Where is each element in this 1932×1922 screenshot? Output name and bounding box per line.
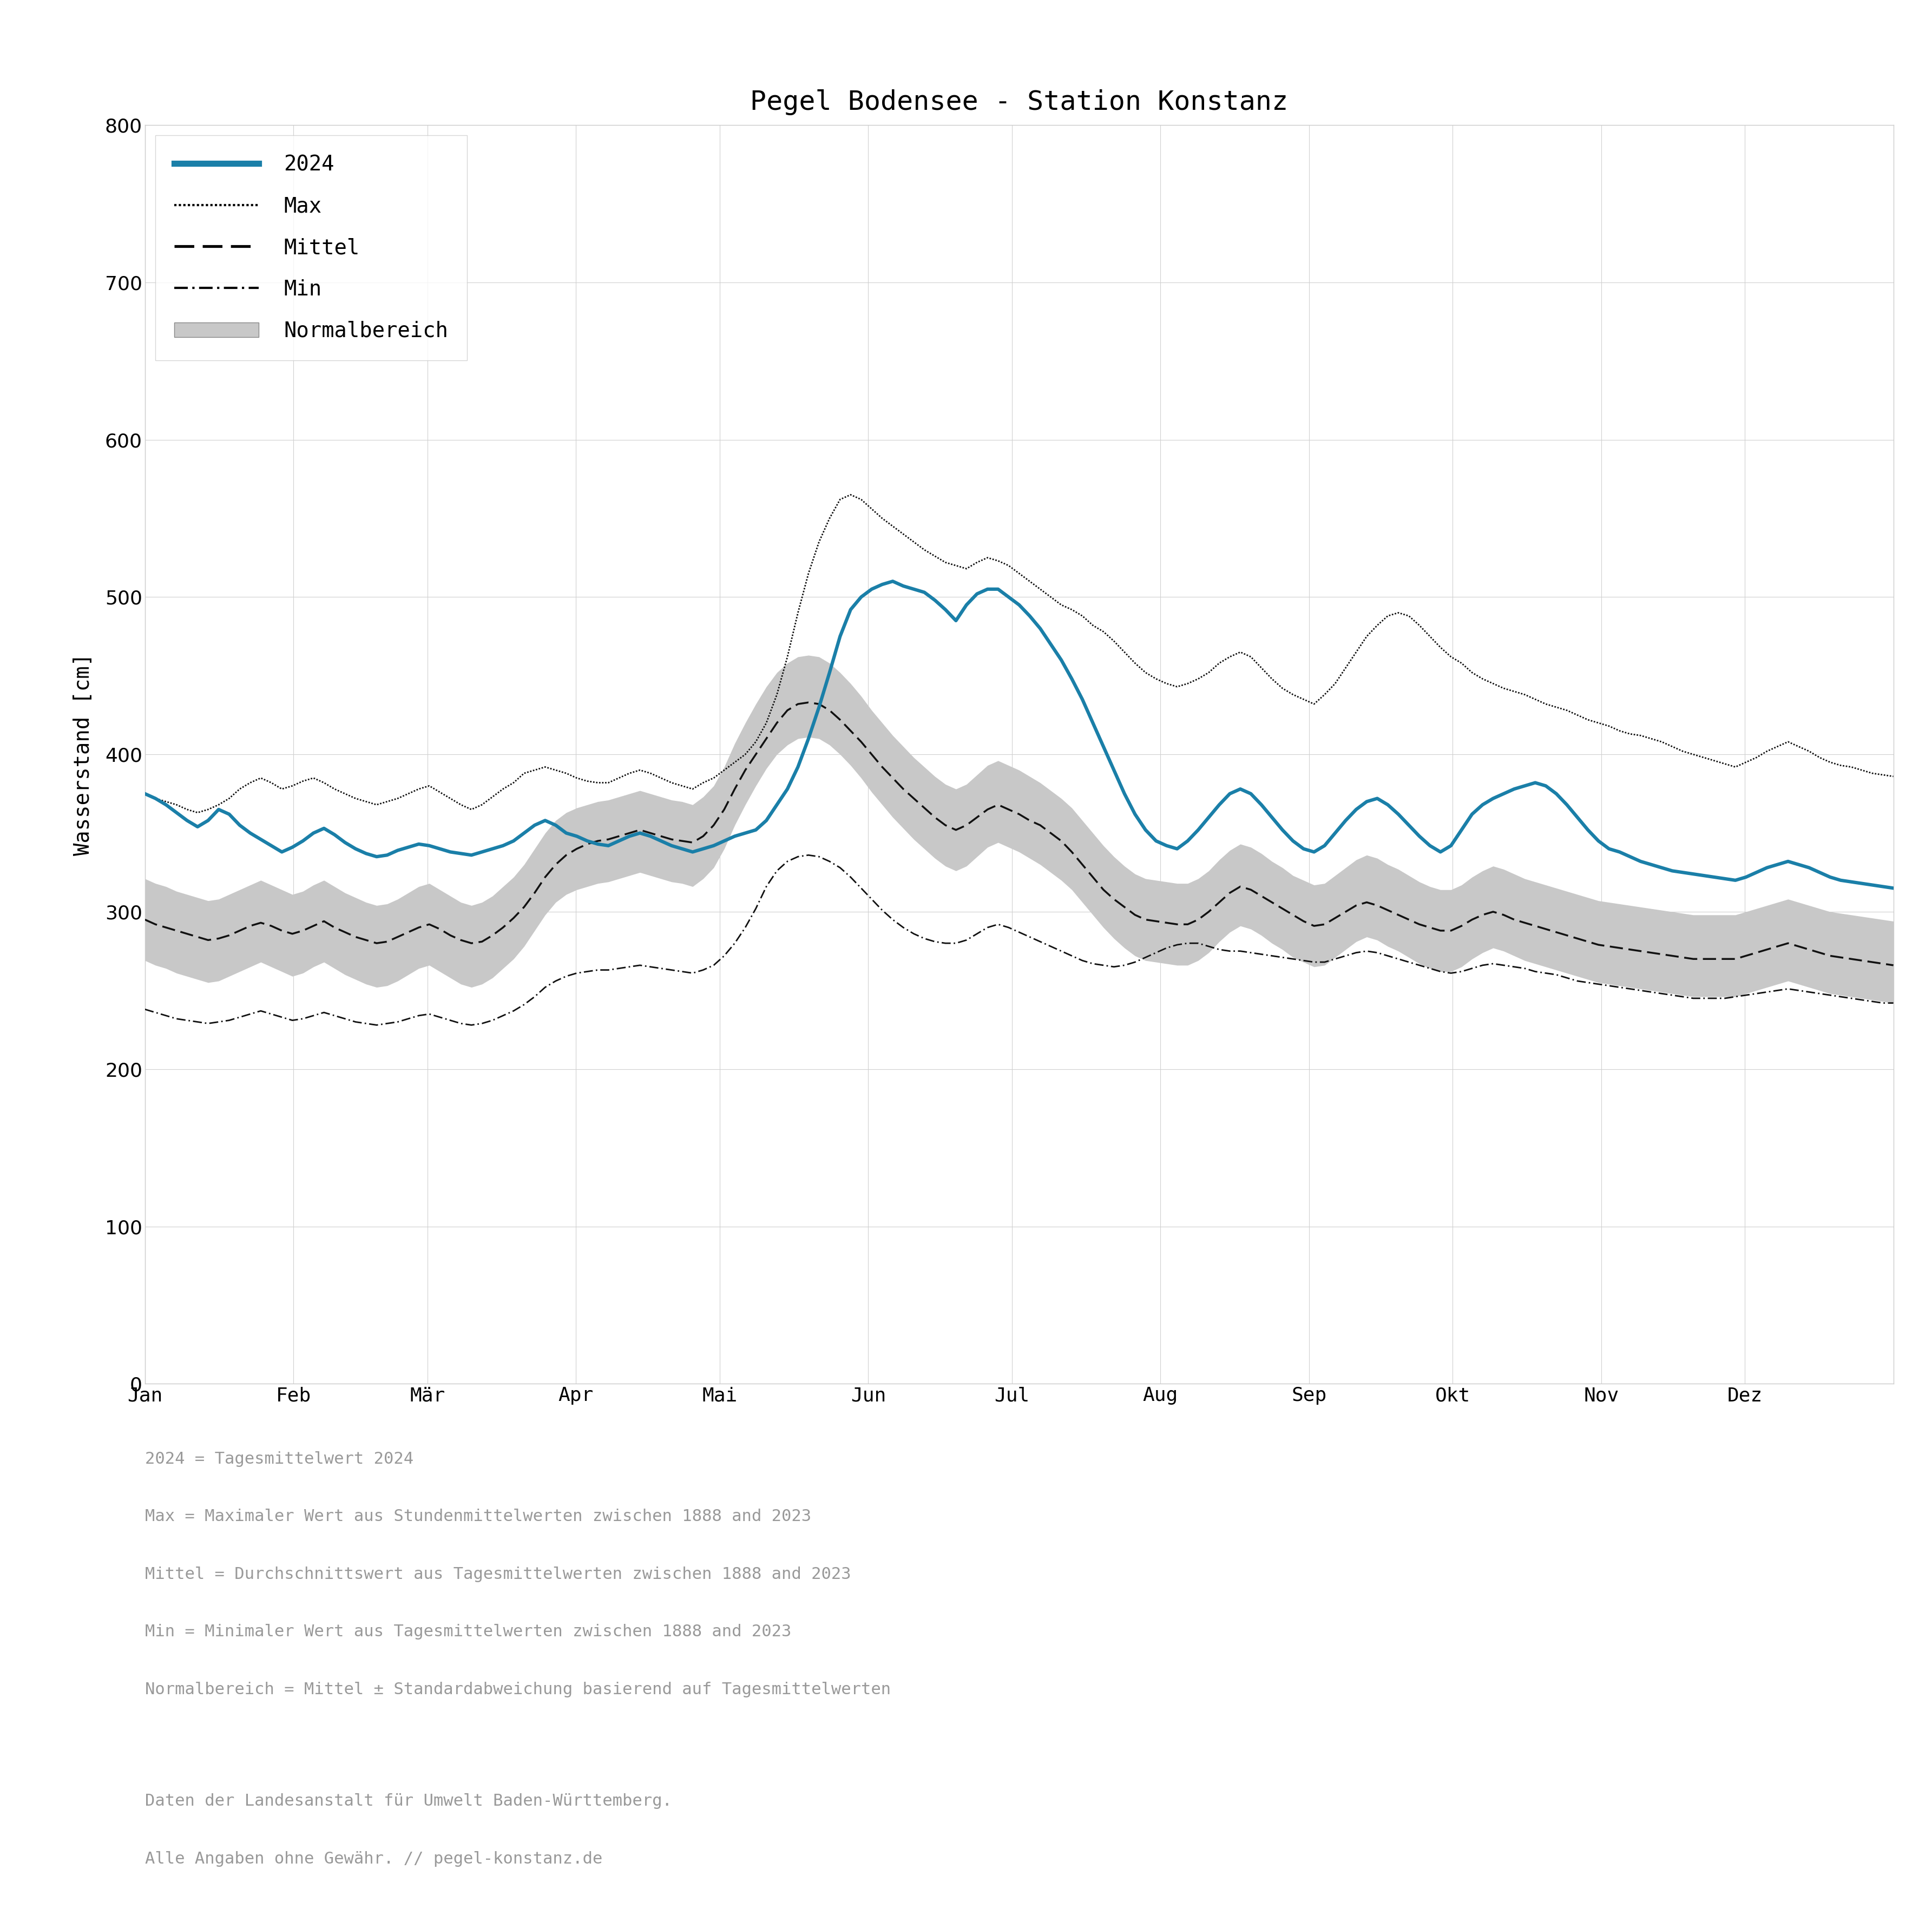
Title: Pegel Bodensee - Station Konstanz: Pegel Bodensee - Station Konstanz bbox=[750, 88, 1289, 115]
Text: 2024 = Tagesmittelwert 2024: 2024 = Tagesmittelwert 2024 bbox=[145, 1451, 413, 1466]
Text: Min = Minimaler Wert aus Tagesmittelwerten zwischen 1888 and 2023: Min = Minimaler Wert aus Tagesmittelwert… bbox=[145, 1624, 792, 1639]
Text: Max = Maximaler Wert aus Stundenmittelwerten zwischen 1888 and 2023: Max = Maximaler Wert aus Stundenmittelwe… bbox=[145, 1509, 811, 1524]
Text: Daten der Landesanstalt für Umwelt Baden-Württemberg.: Daten der Landesanstalt für Umwelt Baden… bbox=[145, 1793, 672, 1809]
Text: Normalbereich = Mittel ± Standardabweichung basierend auf Tagesmittelwerten: Normalbereich = Mittel ± Standardabweich… bbox=[145, 1682, 891, 1697]
Text: Mittel = Durchschnittswert aus Tagesmittelwerten zwischen 1888 and 2023: Mittel = Durchschnittswert aus Tagesmitt… bbox=[145, 1566, 850, 1582]
Text: Alle Angaben ohne Gewähr. // pegel-konstanz.de: Alle Angaben ohne Gewähr. // pegel-konst… bbox=[145, 1851, 603, 1866]
Legend: 2024, Max, Mittel, Min, Normalbereich: 2024, Max, Mittel, Min, Normalbereich bbox=[155, 135, 468, 359]
Y-axis label: Wasserstand [cm]: Wasserstand [cm] bbox=[73, 653, 93, 855]
